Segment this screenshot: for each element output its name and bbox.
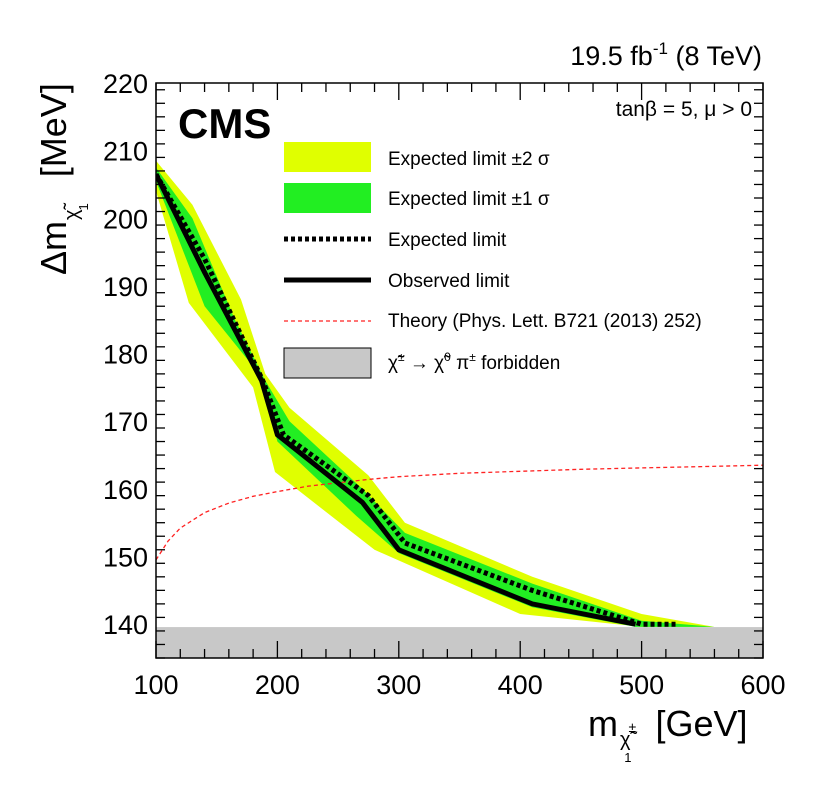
x-axis-pm-superscript: ± [629,719,637,735]
x-axis-unit: [GeV] [655,703,747,744]
legend-label-expected: Expected limit [388,230,507,251]
plot-frame [155,82,764,659]
x-tick-label: 600 [740,670,785,700]
y-axis-symbol: Δm [33,221,74,275]
x-axis-symbol: m [588,703,618,744]
y-tick-label: 210 [103,137,148,167]
x-tick-label: 100 [133,670,178,700]
legend-swatch-band1 [284,183,371,213]
energy-label: (8 TeV) [675,41,762,71]
luminosity-label: 19.5 fb-1 (8 TeV) [570,39,762,71]
y-tick-label: 200 [103,204,148,234]
y-axis-title: Δmχ̃1 [MeV] [33,83,91,275]
legend: Expected limit ±2 σ Expected limit ±1 σ … [283,142,702,379]
y-axis-one-subscript: 1 [76,203,91,210]
lumi-exponent: -1 [653,39,668,58]
cms-label: CMS [178,100,271,147]
legend-swatch-band2 [284,142,371,172]
theory-curve [156,464,763,561]
legend-label-forbidden: χ̃± → χ̃0 π± forbidden [388,350,560,374]
x-tick-label: 200 [255,670,300,700]
forbidden-region [156,627,763,658]
y-tick-label: 160 [103,475,148,505]
forbidden-word: forbidden [481,353,560,374]
x-axis-one-subscript: 1 [624,750,631,765]
x-tick-label: 500 [619,670,664,700]
x-tick-labels: 100 200 300 400 500 600 [133,670,785,700]
y-tick-label: 180 [103,340,148,370]
observed-limit-line [156,173,636,627]
y-tick-label: 150 [103,543,148,573]
y-axis-unit: [MeV] [33,83,74,177]
axis-ticks [155,83,764,659]
y-tick-label: 220 [103,69,148,99]
legend-label-band1: Expected limit ±1 σ [388,189,550,210]
model-parameters: tanβ = 5, μ > 0 [616,98,752,121]
legend-swatch-forbidden [283,347,372,379]
legend-label-band2: Expected limit ±2 σ [388,149,550,170]
x-tick-label: 400 [498,670,543,700]
x-axis-title: m χ̃± 1 [GeV] [588,703,747,765]
legend-label-observed: Observed limit [388,271,510,292]
x-tick-label: 300 [376,670,421,700]
y-tick-label: 140 [103,610,148,640]
expected-limit-line [156,173,678,627]
y-tick-label: 190 [103,272,148,302]
lumi-value: 19.5 fb [570,41,653,71]
legend-label-theory: Theory (Phys. Lett. B721 (2013) 252) [388,311,702,332]
y-tick-labels: 140 150 160 170 180 190 200 210 220 [103,69,148,640]
y-tick-label: 170 [103,407,148,437]
